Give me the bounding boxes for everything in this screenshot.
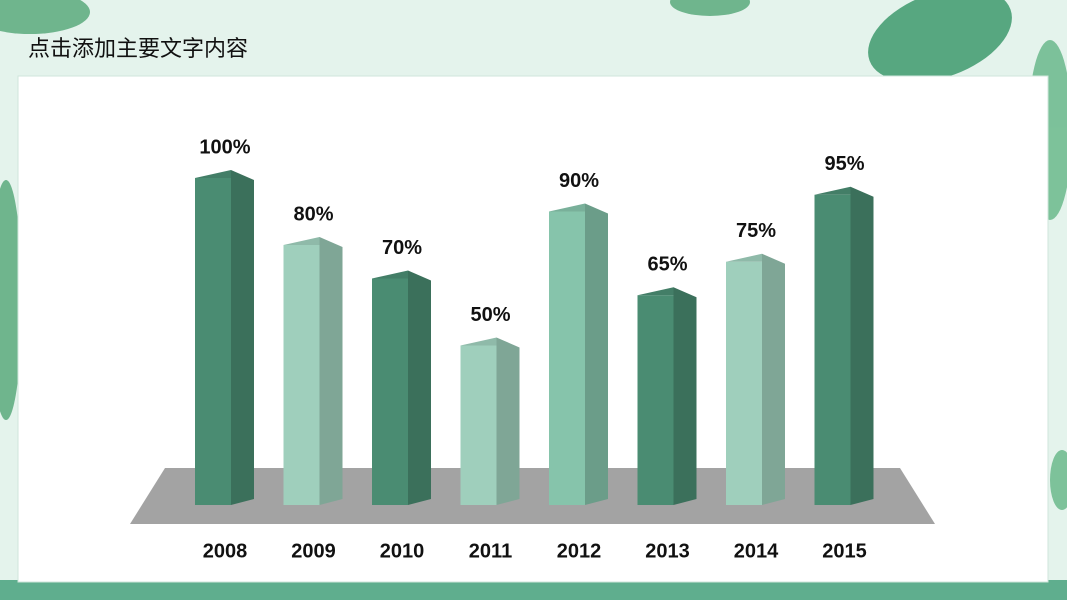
- bar: [814, 194, 851, 505]
- leaf: [670, 0, 750, 16]
- bar-side: [850, 186, 874, 505]
- bar: [283, 245, 320, 505]
- bar-side: [762, 253, 785, 505]
- bar-cap: [283, 237, 320, 245]
- bar-cap: [637, 287, 674, 296]
- x-tick-label: 2012: [557, 540, 602, 562]
- x-tick-label: 2010: [380, 540, 425, 562]
- leaf: [0, 180, 22, 420]
- leaf: [1050, 450, 1067, 510]
- bar: [637, 295, 674, 505]
- bar-cap: [372, 270, 408, 279]
- bar-side: [231, 170, 254, 505]
- x-tick-label: 2011: [469, 540, 512, 562]
- chart-title: 点击添加主要文字内容: [28, 36, 248, 61]
- bar-side: [673, 287, 697, 505]
- bar-side: [496, 337, 520, 505]
- bar: [460, 345, 497, 505]
- value-label: 95%: [824, 153, 864, 175]
- bar-side: [319, 237, 343, 505]
- x-tick-label: 2008: [203, 540, 248, 562]
- value-label: 75%: [736, 220, 776, 242]
- bar-side: [585, 203, 608, 505]
- value-label: 80%: [293, 203, 333, 225]
- leaf: [0, 0, 90, 34]
- x-tick-label: 2014: [734, 540, 779, 562]
- bar-side: [408, 270, 431, 505]
- bar: [195, 178, 231, 505]
- value-label: 65%: [647, 254, 687, 276]
- x-tick-label: 2013: [645, 540, 690, 562]
- bar: [726, 261, 762, 505]
- x-tick-label: 2015: [822, 540, 867, 562]
- bar-cap: [549, 203, 585, 212]
- leaf: [868, 0, 1012, 83]
- bar: [372, 278, 408, 505]
- bar: [549, 211, 585, 505]
- value-label: 90%: [559, 170, 599, 192]
- bar-cap: [814, 186, 851, 195]
- bar-cap: [195, 170, 231, 178]
- x-tick-label: 2009: [291, 540, 336, 562]
- bar-cap: [726, 253, 762, 262]
- bottom-strip: [0, 580, 1067, 600]
- value-label: 100%: [199, 136, 250, 158]
- value-label: 70%: [382, 237, 422, 259]
- value-label: 50%: [470, 304, 510, 326]
- bar-cap: [460, 337, 497, 346]
